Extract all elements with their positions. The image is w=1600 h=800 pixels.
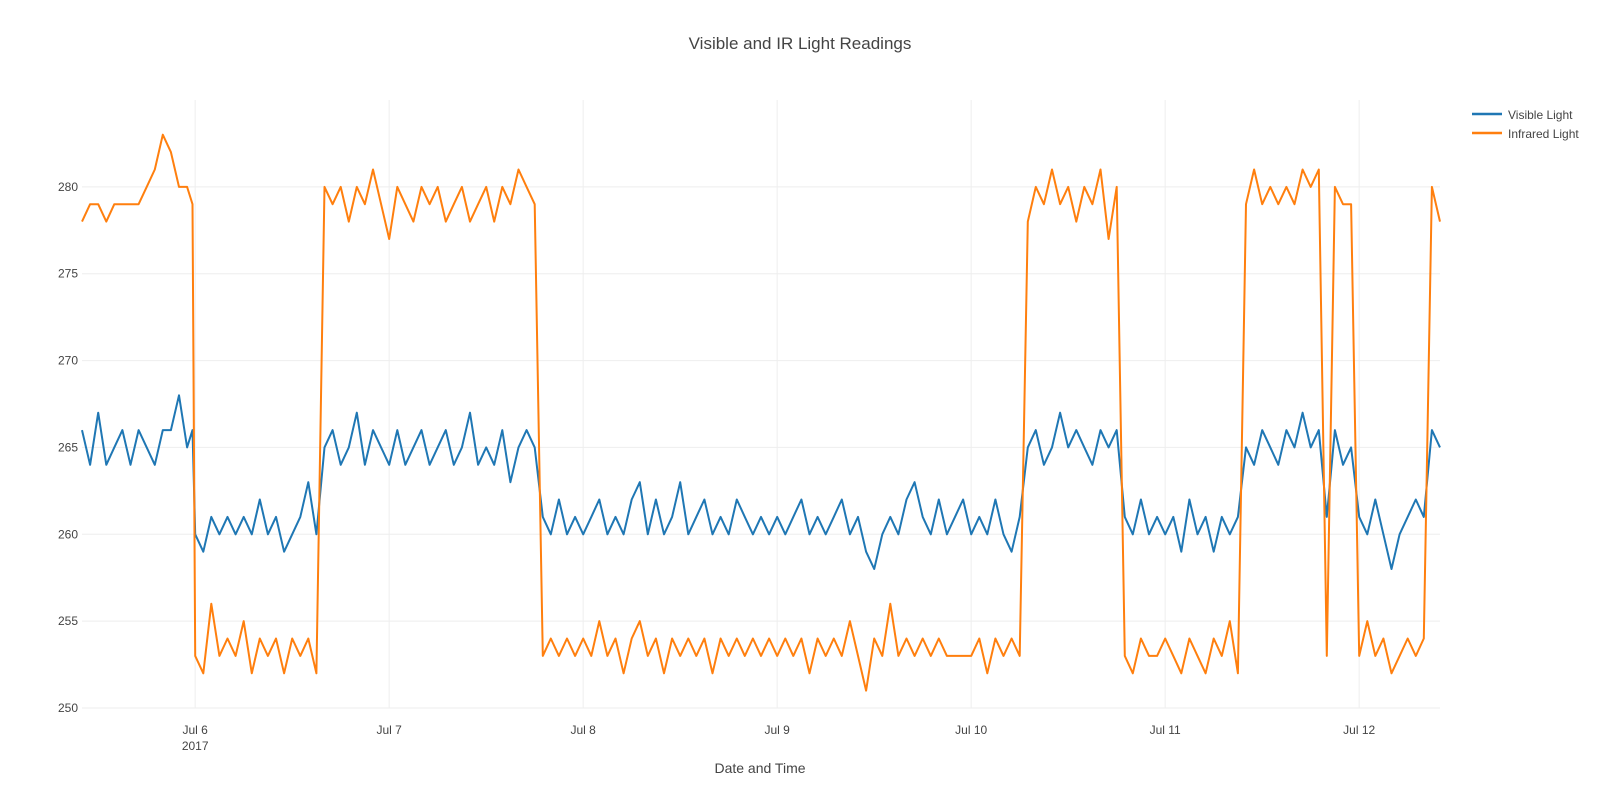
x-tick-label: Jul 11 [1150,723,1181,737]
y-tick-label: 255 [58,614,78,628]
legend[interactable]: Visible Light Infrared Light [1472,108,1579,141]
chart-title: Visible and IR Light Readings [689,34,912,53]
x-tick-label: Jul 7 [376,723,402,737]
y-axis-ticks: 250 255 260 265 270 275 280 [58,180,78,715]
x-tick-label: Jul 9 [764,723,790,737]
y-tick-label: 265 [58,440,78,454]
y-tick-label: 280 [58,180,78,194]
y-gridlines [82,186,1440,709]
x-tick-sublabel: 2017 [182,739,209,753]
series-line-infrared-light[interactable] [81,133,1441,692]
legend-label-visible-light: Visible Light [1508,108,1573,122]
x-axis-title: Date and Time [714,760,805,776]
y-tick-label: 275 [58,267,78,281]
y-tick-label: 260 [58,527,78,541]
x-tick-label: Jul 8 [570,723,596,737]
legend-item-visible-light[interactable]: Visible Light [1472,108,1573,122]
x-gridlines [194,100,1360,708]
x-axis-ticks: Jul 6 2017 Jul 7 Jul 8 Jul 9 Jul 10 Jul 11 Jul … [182,723,1376,753]
x-tick-label: Jul 12 [1343,723,1375,737]
x-tick-label: Jul 10 [955,723,987,737]
legend-label-infrared-light: Infrared Light [1508,127,1579,141]
y-tick-label: 250 [58,701,78,715]
legend-item-infrared-light[interactable]: Infrared Light [1472,127,1579,141]
series-lines [81,133,1441,692]
x-tick-label: Jul 6 [182,723,208,737]
y-tick-label: 270 [58,354,78,368]
series-line-visible-light[interactable] [81,394,1441,570]
